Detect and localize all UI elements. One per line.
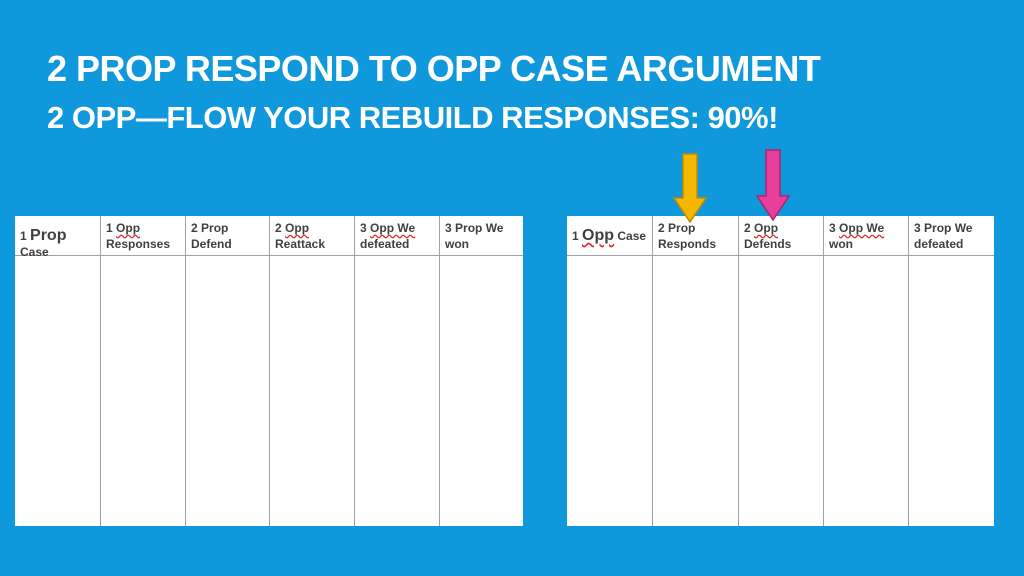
down-arrow-icon bbox=[755, 149, 791, 222]
column-side: Prop bbox=[668, 221, 696, 235]
flow-column-3-prop-we-won: 3 Prop We won bbox=[440, 216, 523, 526]
column-header: 3 Opp We won bbox=[824, 216, 908, 256]
flow-column-2-opp-reattack: 2 Opp Reattack bbox=[270, 216, 355, 526]
column-number: 2 bbox=[191, 221, 198, 235]
column-role: Defends bbox=[744, 237, 792, 251]
down-arrow-icon bbox=[672, 153, 708, 224]
column-number: 3 bbox=[445, 221, 452, 235]
column-header: 2 Opp Defends bbox=[739, 216, 823, 256]
column-header-label: 2 Prop Defend bbox=[191, 220, 266, 252]
flow-column-1-prop-case: 1 Prop Case bbox=[15, 216, 101, 526]
flow-column-1-opp-responses: 1 Opp Responses bbox=[101, 216, 186, 526]
slide-subtitle: 2 OPP—FLOW YOUR REBUILD RESPONSES: 90%! bbox=[47, 100, 778, 135]
column-side: Prop bbox=[201, 221, 229, 235]
flow-column-2-opp-defends: 2 Opp Defends bbox=[739, 216, 824, 526]
column-header: 2 Prop Defend bbox=[186, 216, 269, 256]
column-role: defeated bbox=[360, 237, 410, 251]
column-header: 2 Prop Responds bbox=[653, 216, 738, 256]
column-role: won bbox=[445, 237, 469, 251]
column-role: defeated bbox=[914, 237, 964, 251]
column-number: 2 bbox=[275, 221, 282, 235]
column-header-label: 1 Opp Case bbox=[572, 228, 649, 244]
column-number: 2 bbox=[658, 221, 665, 235]
column-side: Opp bbox=[285, 221, 310, 235]
column-side: Prop We bbox=[924, 221, 973, 235]
column-header: 1 Opp Responses bbox=[101, 216, 185, 256]
slide-title: 2 PROP RESPOND TO OPP CASE ARGUMENT bbox=[47, 48, 821, 89]
column-header-label: 3 Opp We defeated bbox=[360, 220, 436, 252]
column-header-label: 2 Prop Responds bbox=[658, 220, 735, 252]
column-header-label: 2 Opp Defends bbox=[744, 220, 820, 252]
column-side: Opp bbox=[754, 221, 779, 235]
column-side: Prop bbox=[30, 227, 67, 244]
column-header-label: 3 Prop We won bbox=[445, 220, 520, 252]
column-number: 1 bbox=[20, 229, 27, 243]
column-number: 2 bbox=[744, 221, 751, 235]
column-header: 3 Prop We defeated bbox=[909, 216, 994, 256]
column-number: 3 bbox=[360, 221, 367, 235]
column-header: 3 Prop We won bbox=[440, 216, 523, 256]
column-header-label: 1 Prop Case bbox=[20, 228, 97, 260]
prop-flow-sheet: 1 Prop Case 1 Opp Responses 2 Prop Defen… bbox=[15, 216, 523, 526]
column-side: Opp We bbox=[839, 221, 885, 235]
column-header-label: 3 Prop We defeated bbox=[914, 220, 991, 252]
column-role: won bbox=[829, 237, 853, 251]
column-header: 2 Opp Reattack bbox=[270, 216, 354, 256]
flow-column-2-prop-defend: 2 Prop Defend bbox=[186, 216, 270, 526]
column-header-label: 1 Opp Responses bbox=[106, 220, 182, 252]
opp-flow-sheet: 1 Opp Case 2 Prop Responds 2 Opp Defends bbox=[567, 216, 994, 526]
column-role: Responses bbox=[106, 237, 171, 251]
column-header-label: 2 Opp Reattack bbox=[275, 220, 351, 252]
column-side: Opp bbox=[116, 221, 141, 235]
column-header: 3 Opp We defeated bbox=[355, 216, 439, 256]
flow-column-3-prop-we-defeated: 3 Prop We defeated bbox=[909, 216, 994, 526]
column-role: Reattack bbox=[275, 237, 326, 251]
flow-column-3-opp-we-defeated: 3 Opp We defeated bbox=[355, 216, 440, 526]
column-header-label: 3 Opp We won bbox=[829, 220, 905, 252]
column-role: Responds bbox=[658, 237, 717, 251]
column-side: Opp bbox=[582, 227, 615, 244]
flow-column-3-opp-we-won: 3 Opp We won bbox=[824, 216, 909, 526]
column-header: 1 Opp Case bbox=[567, 216, 652, 256]
column-number: 3 bbox=[829, 221, 836, 235]
column-side: Prop We bbox=[455, 221, 504, 235]
column-number: 1 bbox=[106, 221, 113, 235]
column-header: 1 Prop Case bbox=[15, 216, 100, 259]
column-role: Case bbox=[617, 229, 647, 243]
column-role: Defend bbox=[191, 237, 232, 251]
column-number: 1 bbox=[572, 229, 579, 243]
column-side: Opp We bbox=[370, 221, 416, 235]
flow-column-2-prop-responds: 2 Prop Responds bbox=[653, 216, 739, 526]
column-role: Case bbox=[20, 245, 49, 259]
column-number: 3 bbox=[914, 221, 921, 235]
flow-column-1-opp-case: 1 Opp Case bbox=[567, 216, 653, 526]
